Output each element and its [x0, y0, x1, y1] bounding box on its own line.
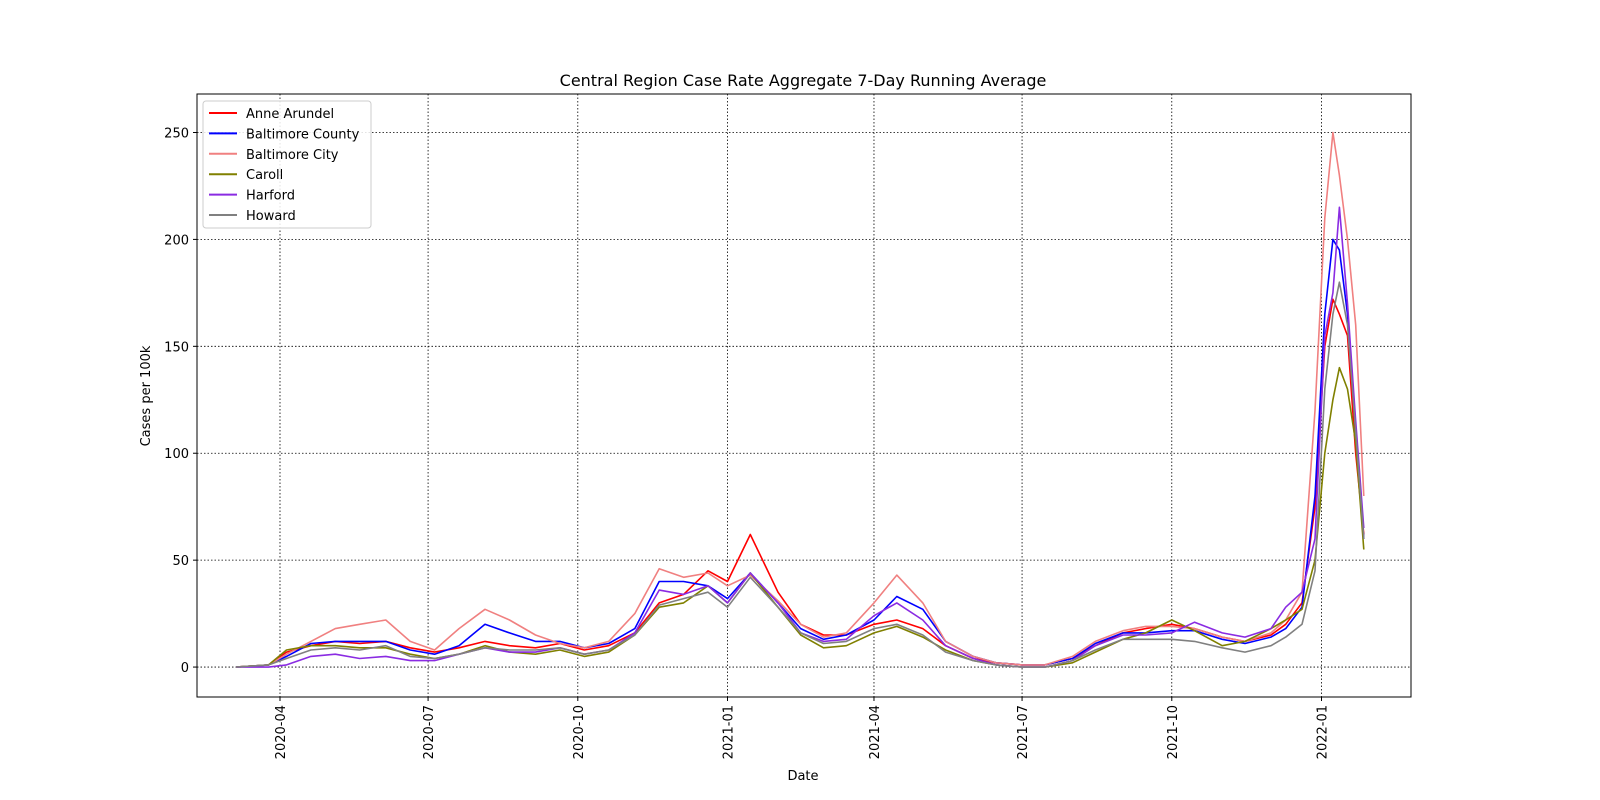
x-tick-label: 2020-10: [572, 705, 587, 759]
x-axis-title: Date: [787, 769, 818, 784]
chart-title: Central Region Case Rate Aggregate 7-Day…: [560, 71, 1047, 90]
y-tick-label: 150: [164, 340, 189, 355]
x-tick-label: 2021-07: [1016, 705, 1031, 759]
legend-label: Baltimore City: [246, 148, 339, 163]
x-axis: 2020-04 2020-07 2020-10 2021-01 2021-04 2021-…: [274, 697, 1330, 759]
y-axis-title: Cases per 100k: [139, 345, 154, 446]
y-tick-label: 250: [164, 126, 189, 141]
series-line-baltimore-city: [236, 131, 1365, 668]
grid: [197, 94, 1411, 697]
x-tick-label: 2021-10: [1166, 705, 1181, 759]
y-tick-label: 0: [181, 661, 189, 676]
series-line-howard: [236, 281, 1365, 668]
legend-label: Caroll: [246, 168, 283, 183]
x-tick-label: 2020-04: [274, 705, 289, 759]
legend-label: Harford: [246, 189, 295, 204]
legend-box: [202, 100, 372, 229]
legend-label: Howard: [246, 209, 296, 224]
legend-label: Anne Arundel: [246, 107, 334, 122]
series-line-harford: [236, 206, 1365, 668]
x-tick-label: 2022-01: [1315, 705, 1330, 759]
y-tick-label: 200: [164, 233, 189, 248]
x-tick-label: 2020-07: [422, 705, 437, 759]
series-layer: [236, 131, 1365, 668]
legend: Anne Arundel Baltimore County Baltimore Ci…: [202, 100, 372, 229]
series-line-anne-arundel: [236, 298, 1365, 668]
x-tick-label: 2021-04: [868, 705, 883, 759]
y-axis: 0 50 100 150 200 250: [164, 126, 197, 676]
y-tick-label: 100: [164, 447, 189, 462]
x-tick-label: 2021-01: [722, 705, 737, 759]
y-tick-label: 50: [172, 554, 189, 569]
legend-label: Baltimore County: [246, 127, 360, 142]
plot-frame: [196, 93, 1412, 698]
